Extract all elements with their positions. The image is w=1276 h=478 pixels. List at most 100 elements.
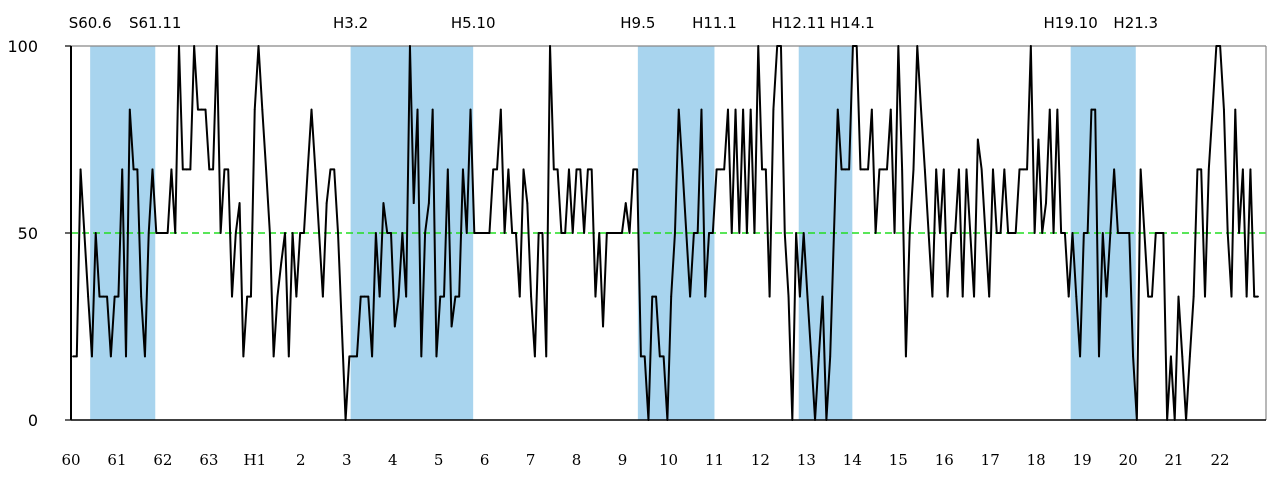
data-point — [102, 295, 105, 298]
data-point — [1067, 295, 1070, 298]
data-point — [674, 232, 676, 234]
data-point — [772, 108, 775, 111]
data-point — [1226, 232, 1229, 234]
data-point — [859, 168, 862, 171]
data-point — [427, 202, 430, 204]
data-point — [530, 295, 532, 298]
data-point — [499, 108, 502, 111]
data-point — [212, 168, 214, 171]
data-point — [923, 168, 926, 171]
x-tick-label: 8 — [572, 451, 582, 469]
data-point — [261, 108, 264, 111]
data-point — [340, 325, 343, 328]
data-point — [125, 355, 127, 358]
data-point — [329, 168, 332, 171]
data-point — [711, 232, 714, 234]
data-point — [780, 45, 782, 47]
data-point — [666, 419, 669, 421]
data-point — [492, 168, 495, 171]
period-end-label: H11.1 — [692, 14, 737, 32]
data-point — [984, 232, 987, 234]
data-point — [1211, 108, 1214, 111]
data-point — [280, 262, 283, 264]
data-point — [1007, 232, 1010, 234]
data-point — [1196, 168, 1199, 171]
data-point — [1207, 168, 1210, 171]
data-point — [908, 232, 911, 234]
data-point — [696, 232, 699, 234]
data-point — [867, 168, 869, 171]
x-tick-label: 5 — [434, 451, 444, 469]
data-point — [912, 168, 915, 171]
data-point — [162, 232, 165, 234]
x-tick-label: 63 — [199, 451, 218, 469]
data-point — [1249, 168, 1252, 171]
data-point — [639, 355, 642, 358]
x-tick-label: 20 — [1119, 451, 1138, 469]
data-point — [533, 355, 536, 358]
data-point — [166, 232, 169, 234]
data-point — [405, 295, 408, 298]
data-point — [518, 295, 521, 298]
data-point — [1090, 108, 1093, 111]
data-point — [628, 232, 631, 234]
data-point — [1147, 295, 1150, 298]
x-tick-label: 11 — [705, 451, 724, 469]
data-point — [458, 295, 461, 298]
data-point — [1105, 295, 1108, 298]
x-tick-label: 62 — [153, 451, 172, 469]
data-point — [1018, 168, 1021, 171]
data-point — [1151, 295, 1153, 298]
data-point — [390, 232, 392, 234]
data-point — [420, 355, 423, 358]
data-point — [893, 232, 896, 234]
data-point — [291, 232, 294, 234]
data-point — [829, 355, 832, 358]
data-point — [920, 108, 922, 111]
data-point — [439, 295, 442, 298]
data-point — [814, 419, 816, 421]
x-tick-label: 3 — [342, 451, 352, 469]
data-point — [303, 232, 305, 234]
data-point — [1094, 108, 1097, 111]
data-point — [689, 295, 692, 298]
data-point — [250, 295, 252, 298]
data-point — [594, 295, 597, 298]
data-point — [999, 232, 1002, 234]
data-point — [988, 295, 991, 298]
data-point — [852, 45, 854, 47]
data-point — [306, 168, 309, 171]
data-point — [503, 232, 506, 234]
data-point — [367, 295, 370, 298]
data-point — [836, 108, 839, 111]
data-point — [272, 355, 275, 358]
data-point — [817, 355, 820, 358]
data-point — [730, 232, 733, 234]
data-point — [219, 232, 222, 234]
data-point — [1060, 232, 1063, 234]
data-point — [1128, 232, 1131, 234]
data-point — [333, 168, 336, 171]
data-point — [268, 232, 271, 234]
data-point — [992, 168, 994, 171]
data-point — [821, 295, 824, 298]
data-point — [613, 232, 616, 234]
data-point — [897, 45, 900, 47]
data-point — [91, 355, 93, 358]
data-point — [265, 168, 267, 171]
data-point — [374, 232, 377, 234]
data-point — [1071, 232, 1074, 234]
data-point — [344, 419, 347, 421]
data-point — [1041, 232, 1044, 234]
x-tick-label: 21 — [1165, 451, 1184, 469]
data-point — [1037, 138, 1040, 141]
period-end-label: S61.11 — [129, 14, 181, 32]
data-point — [621, 232, 623, 234]
period-start-label: H9.5 — [620, 14, 655, 32]
data-point — [223, 168, 226, 171]
x-tick-label: 10 — [659, 451, 678, 469]
data-point — [98, 295, 101, 298]
data-point — [598, 232, 601, 234]
data-point — [1158, 232, 1161, 234]
data-point — [1245, 295, 1248, 298]
